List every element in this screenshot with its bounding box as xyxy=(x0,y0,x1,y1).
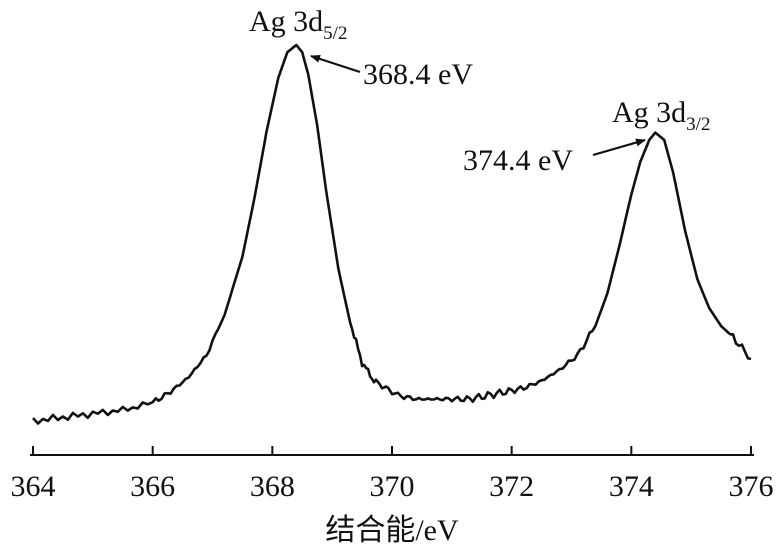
x-axis-tick-labels: 364 366 368 370 372 374 376 xyxy=(11,470,774,503)
peak-arrow xyxy=(592,138,646,157)
x-tick-label: 370 xyxy=(370,470,415,503)
peak-label: Ag 3d3/2 xyxy=(612,96,710,135)
peak-value-label: 374.4 eV xyxy=(463,144,573,177)
peak-label-subscript: 3/2 xyxy=(686,114,710,135)
spectrum-line xyxy=(32,43,752,425)
x-tick-label: 374 xyxy=(609,470,654,503)
peak-label-subscript: 5/2 xyxy=(323,23,347,44)
x-tick-label: 376 xyxy=(729,470,774,503)
x-tick-label: 372 xyxy=(489,470,534,503)
peak-value-label: 368.4 eV xyxy=(363,58,473,91)
peak-label-main: Ag 3d xyxy=(612,96,686,129)
x-tick-label: 364 xyxy=(11,470,56,503)
x-tick-label: 368 xyxy=(250,470,295,503)
peak-label-main: Ag 3d xyxy=(249,5,323,38)
peak-arrow xyxy=(310,54,361,74)
x-axis-label: 结合能/eV xyxy=(325,514,459,547)
x-tick-label: 366 xyxy=(130,470,175,503)
x-axis-ticks xyxy=(32,446,752,455)
peak-label: Ag 3d5/2 xyxy=(249,5,347,44)
